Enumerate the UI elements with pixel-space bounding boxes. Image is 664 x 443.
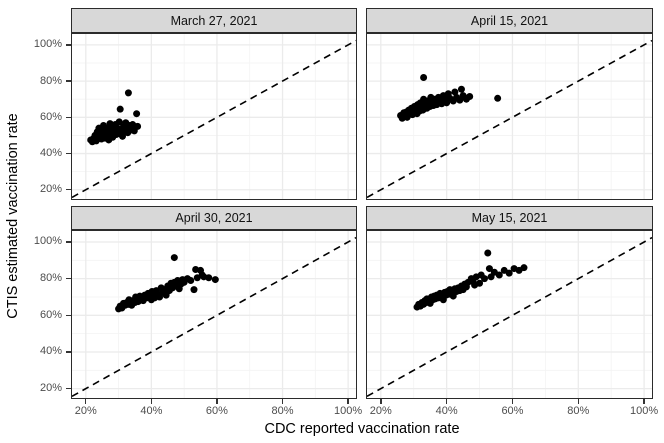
data-point xyxy=(187,276,195,284)
y-tick-label: 80% xyxy=(39,272,62,285)
y-tick-label: 60% xyxy=(39,308,62,321)
y-tick-label: 20% xyxy=(39,382,62,395)
identity-reference-line xyxy=(367,236,652,398)
y-axis-title: CTIS estimated vaccination rate xyxy=(5,113,21,319)
data-point xyxy=(476,279,484,287)
y-tick-mark xyxy=(66,277,71,280)
data-point xyxy=(505,269,513,277)
y-tick-label: 20% xyxy=(39,183,62,196)
x-tick-label: 40% xyxy=(140,405,163,417)
facet-panel-may-15 xyxy=(366,230,653,399)
facet-strip-label: April 30, 2021 xyxy=(175,211,253,225)
x-tick-mark xyxy=(445,399,448,404)
x-tick-label: 100% xyxy=(630,405,659,417)
facet-strip-may-15: May 15, 2021 xyxy=(366,206,653,230)
x-tick-mark xyxy=(511,399,514,404)
data-point xyxy=(133,110,141,118)
y-tick-mark xyxy=(66,351,71,353)
x-tick-label: 80% xyxy=(271,405,294,417)
x-tick-mark xyxy=(380,399,382,404)
data-point xyxy=(124,89,132,97)
x-tick-mark xyxy=(150,399,153,404)
x-tick-mark xyxy=(643,399,645,404)
x-tick-label: 80% xyxy=(567,405,590,417)
data-point xyxy=(480,275,488,283)
x-axis-title: CDC reported vaccination rate xyxy=(264,421,460,437)
scatter-plot-march-27 xyxy=(72,34,356,199)
y-tick-label: 40% xyxy=(39,147,62,160)
identity-reference-line xyxy=(72,39,356,199)
data-point xyxy=(115,118,123,126)
facet-panel-march-27 xyxy=(71,33,357,200)
x-tick-label: 40% xyxy=(435,405,458,417)
y-tick-label: 60% xyxy=(39,110,62,123)
y-tick-mark xyxy=(66,80,71,82)
y-tick-mark xyxy=(66,152,71,155)
y-tick-mark xyxy=(66,314,71,316)
y-tick-mark xyxy=(66,241,71,243)
data-point xyxy=(205,274,213,282)
x-tick-label: 60% xyxy=(501,405,524,417)
data-point xyxy=(495,271,503,279)
data-point xyxy=(170,254,178,262)
x-tick-mark xyxy=(281,399,284,404)
y-tick-mark xyxy=(66,44,71,46)
data-point xyxy=(466,92,474,100)
data-point xyxy=(190,286,198,294)
data-point xyxy=(520,264,528,272)
y-tick-label: 40% xyxy=(39,345,62,358)
data-point xyxy=(485,265,493,273)
x-tick-mark xyxy=(347,399,349,404)
facet-strip-label: April 15, 2021 xyxy=(470,13,549,28)
facet-panel-april-30 xyxy=(71,230,357,399)
data-point xyxy=(134,122,142,130)
identity-reference-line xyxy=(367,39,652,199)
data-point xyxy=(457,85,465,93)
data-point xyxy=(484,249,492,257)
data-point xyxy=(451,88,459,96)
facet-strip-label: March 27, 2021 xyxy=(170,13,258,28)
x-tick-mark xyxy=(216,399,218,404)
data-point xyxy=(211,276,219,284)
scatter-plot-april-30 xyxy=(72,231,356,398)
x-tick-label: 20% xyxy=(74,405,97,417)
facet-strip-label: May 15, 2021 xyxy=(471,211,548,225)
y-tick-mark xyxy=(66,189,71,191)
x-tick-label: 60% xyxy=(205,405,228,417)
x-tick-label: 100% xyxy=(334,405,363,417)
y-tick-mark xyxy=(66,116,71,118)
y-tick-label: 100% xyxy=(33,38,62,51)
y-tick-mark xyxy=(66,387,71,390)
identity-reference-line xyxy=(72,236,356,398)
x-tick-mark xyxy=(85,399,87,404)
facet-strip-april-15: April 15, 2021 xyxy=(366,8,653,33)
facet-panel-april-15 xyxy=(366,33,653,200)
x-tick-label: 20% xyxy=(369,405,392,417)
scatter-plot-april-15 xyxy=(367,34,652,199)
facet-strip-march-27: March 27, 2021 xyxy=(71,8,357,33)
data-point xyxy=(420,73,428,81)
data-point xyxy=(116,105,124,113)
y-tick-label: 100% xyxy=(33,235,62,248)
facet-strip-april-30: April 30, 2021 xyxy=(71,206,357,230)
scatter-plot-may-15 xyxy=(367,231,652,398)
data-point xyxy=(494,94,502,102)
x-tick-mark xyxy=(577,399,579,404)
y-tick-label: 80% xyxy=(39,74,62,87)
